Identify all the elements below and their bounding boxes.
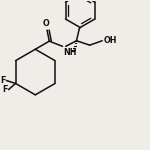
Text: F: F — [2, 85, 8, 94]
Text: NH: NH — [63, 48, 76, 57]
Text: F: F — [0, 76, 6, 85]
Text: O: O — [43, 19, 50, 28]
Text: OH: OH — [104, 36, 117, 45]
